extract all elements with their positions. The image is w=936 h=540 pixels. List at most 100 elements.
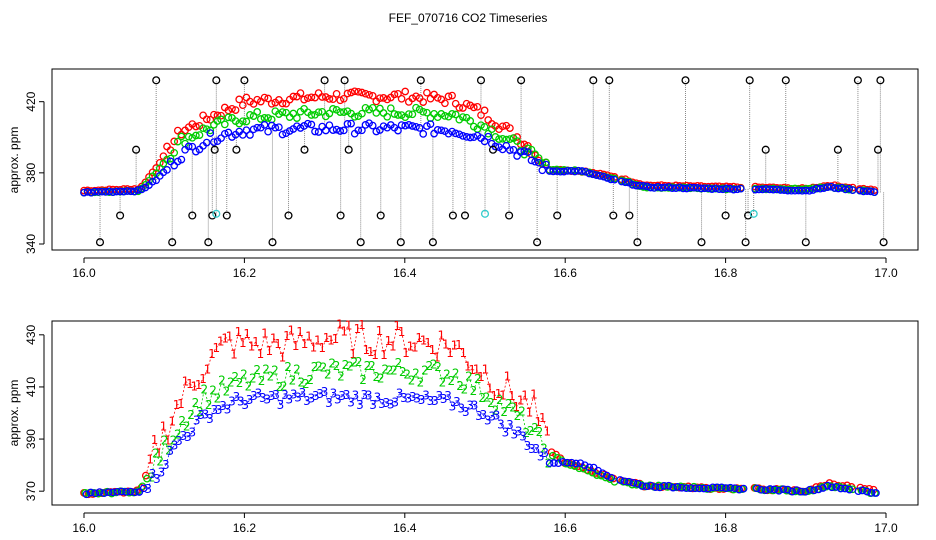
series-1-segment [445,344,451,354]
series-2-point [419,107,428,116]
spikes-point [268,238,277,247]
series-3-point [801,487,810,496]
series-3-point [718,185,727,194]
series-3-segment [452,401,458,407]
series-1-segment [423,340,429,344]
spikes-point [188,211,197,220]
series-1-point [394,89,402,98]
series-3-point [448,127,456,136]
series-3-point [726,483,735,492]
series-1-point [199,111,207,120]
series-3-segment [240,400,246,406]
series-3-point [866,187,875,196]
spikes-point [284,211,293,220]
spikes-point [873,145,883,154]
series-3-point [419,130,428,138]
series-3-segment [492,415,497,417]
series-3-point [339,126,348,135]
series-3-segment [262,397,268,400]
series-2-point [368,103,377,112]
series-2-segment [252,369,258,379]
series-3-point [560,167,568,176]
series-3-point [657,183,666,192]
spikes-point [609,211,618,220]
series-1-segment [176,403,182,406]
series-3-point [368,121,377,130]
series-2-point [584,466,592,475]
series-3-point [642,482,651,491]
series-1-point [267,99,276,108]
series-2-segment [424,365,430,371]
series-3-segment [280,394,286,406]
series-2-segment [446,374,452,382]
series-3-point [404,121,413,129]
series-1-point [210,110,218,119]
series-2-point [253,108,262,116]
series-2-point [242,117,251,126]
series-3-segment [514,431,519,435]
series-2-segment [429,364,434,367]
series-1-point [459,104,467,112]
series-3-point [127,187,135,196]
series-2-point [81,489,90,497]
series-1-point [390,90,399,99]
series-1-segment [374,330,380,356]
series-1-point [145,173,153,181]
series-3-point [672,184,680,193]
series-2-segment [539,432,545,449]
series-2-segment [508,403,514,408]
series-3-point [607,175,615,184]
series-3-point [757,485,766,494]
series-2-segment [517,411,523,417]
series-3-point [412,122,420,131]
series-3-point [856,186,864,195]
series-3-point [109,188,117,196]
series-1-point [473,102,482,111]
series-1-segment [260,333,266,355]
series-3-point [134,186,142,194]
series-1-point [318,93,327,101]
series-1-point [206,115,215,124]
spikes-alt-point [212,209,221,218]
series-3-segment [350,395,356,403]
series-3-segment [249,395,255,401]
y-axis-label-bottom: approx. ppm [7,380,21,447]
series-1-segment [290,330,297,347]
x-tick-label: 16.8 [714,266,738,280]
series-3-point [520,147,529,155]
series-3-point [755,185,763,194]
series-3-point [550,459,558,467]
series-2-segment [371,366,377,378]
series-3-point [545,167,554,175]
series-3-point [810,486,819,495]
chart-title: FEF_070716 CO2 Timeseries [389,11,548,25]
series-1-segment [215,341,222,349]
series-3-point [700,184,709,193]
series-1-point [235,95,244,104]
series-3-point [83,188,92,196]
series-3-point [202,138,211,147]
series-3-segment [201,413,206,416]
series-1-point [441,99,449,108]
series-3-segment [540,452,546,458]
series-3-point [867,489,876,497]
spikes-point [589,76,598,85]
series-3-segment [196,414,202,421]
spikes-point [212,76,221,85]
series-1-segment [502,376,508,396]
series-3-point [633,479,642,488]
series-3-point [834,184,843,193]
series-2-point [459,113,467,121]
series-1-segment [392,325,398,347]
series-3-point [682,484,691,493]
series-1-segment [388,340,394,347]
series-2-point [365,105,373,114]
spikes-alt-point [749,209,758,218]
series-3-point [220,129,229,138]
series-1-point [350,87,359,96]
series-3-point [311,127,319,136]
series-1-segment [304,336,310,345]
series-1-point [379,94,388,102]
spikes-alt-point [480,209,490,218]
series-2-point [224,113,233,122]
